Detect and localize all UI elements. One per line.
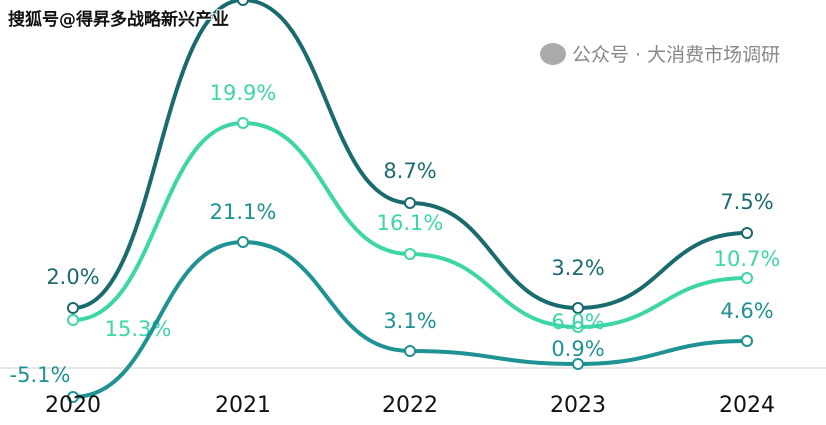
x-tick-label: 2021 <box>215 393 271 418</box>
data-point <box>572 358 584 370</box>
data-point <box>572 302 584 314</box>
data-label: 3.1% <box>383 309 436 333</box>
data-point <box>67 302 79 314</box>
watermark-top: 搜狐号@得昇多战略新兴产业 <box>8 10 229 30</box>
data-label: 2.0% <box>46 265 99 289</box>
data-point <box>404 345 416 357</box>
series-line-2 <box>72 239 748 399</box>
data-label: 6.0% <box>551 310 604 334</box>
data-label: 8.7% <box>383 159 436 183</box>
data-point <box>237 0 249 6</box>
wechat-icon <box>540 42 566 65</box>
data-label: 10.7% <box>714 247 781 271</box>
data-label: 7.5% <box>720 190 773 214</box>
x-tick-label: 2020 <box>45 393 101 418</box>
data-point <box>741 272 753 284</box>
watermark-bottom-text: 公众号 · 大消费市场调研 <box>572 44 781 66</box>
data-point <box>67 314 79 326</box>
data-label: 19.9% <box>210 81 277 105</box>
data-point <box>67 391 79 403</box>
data-point <box>741 227 753 239</box>
data-point <box>572 321 584 333</box>
data-label: 3.2% <box>551 256 604 280</box>
series-line-1 <box>72 120 748 330</box>
data-label: -5.1% <box>10 363 71 387</box>
data-label: 21.1% <box>210 200 277 224</box>
series-line-0 <box>72 0 748 311</box>
x-tick-label: 2022 <box>382 393 438 418</box>
data-point <box>237 236 249 248</box>
x-tick-label: 2024 <box>719 393 775 418</box>
data-label: 4.6% <box>720 299 773 323</box>
data-point <box>404 197 416 209</box>
data-point <box>237 117 249 129</box>
data-point <box>741 335 753 347</box>
data-label: 16.1% <box>377 211 444 235</box>
x-tick-label: 2023 <box>550 393 606 418</box>
data-label: 0.9% <box>551 337 604 361</box>
watermark-bottom: 公众号 · 大消费市场调研 <box>540 40 780 67</box>
data-point <box>404 248 416 260</box>
data-label: 15.3% <box>105 317 172 341</box>
